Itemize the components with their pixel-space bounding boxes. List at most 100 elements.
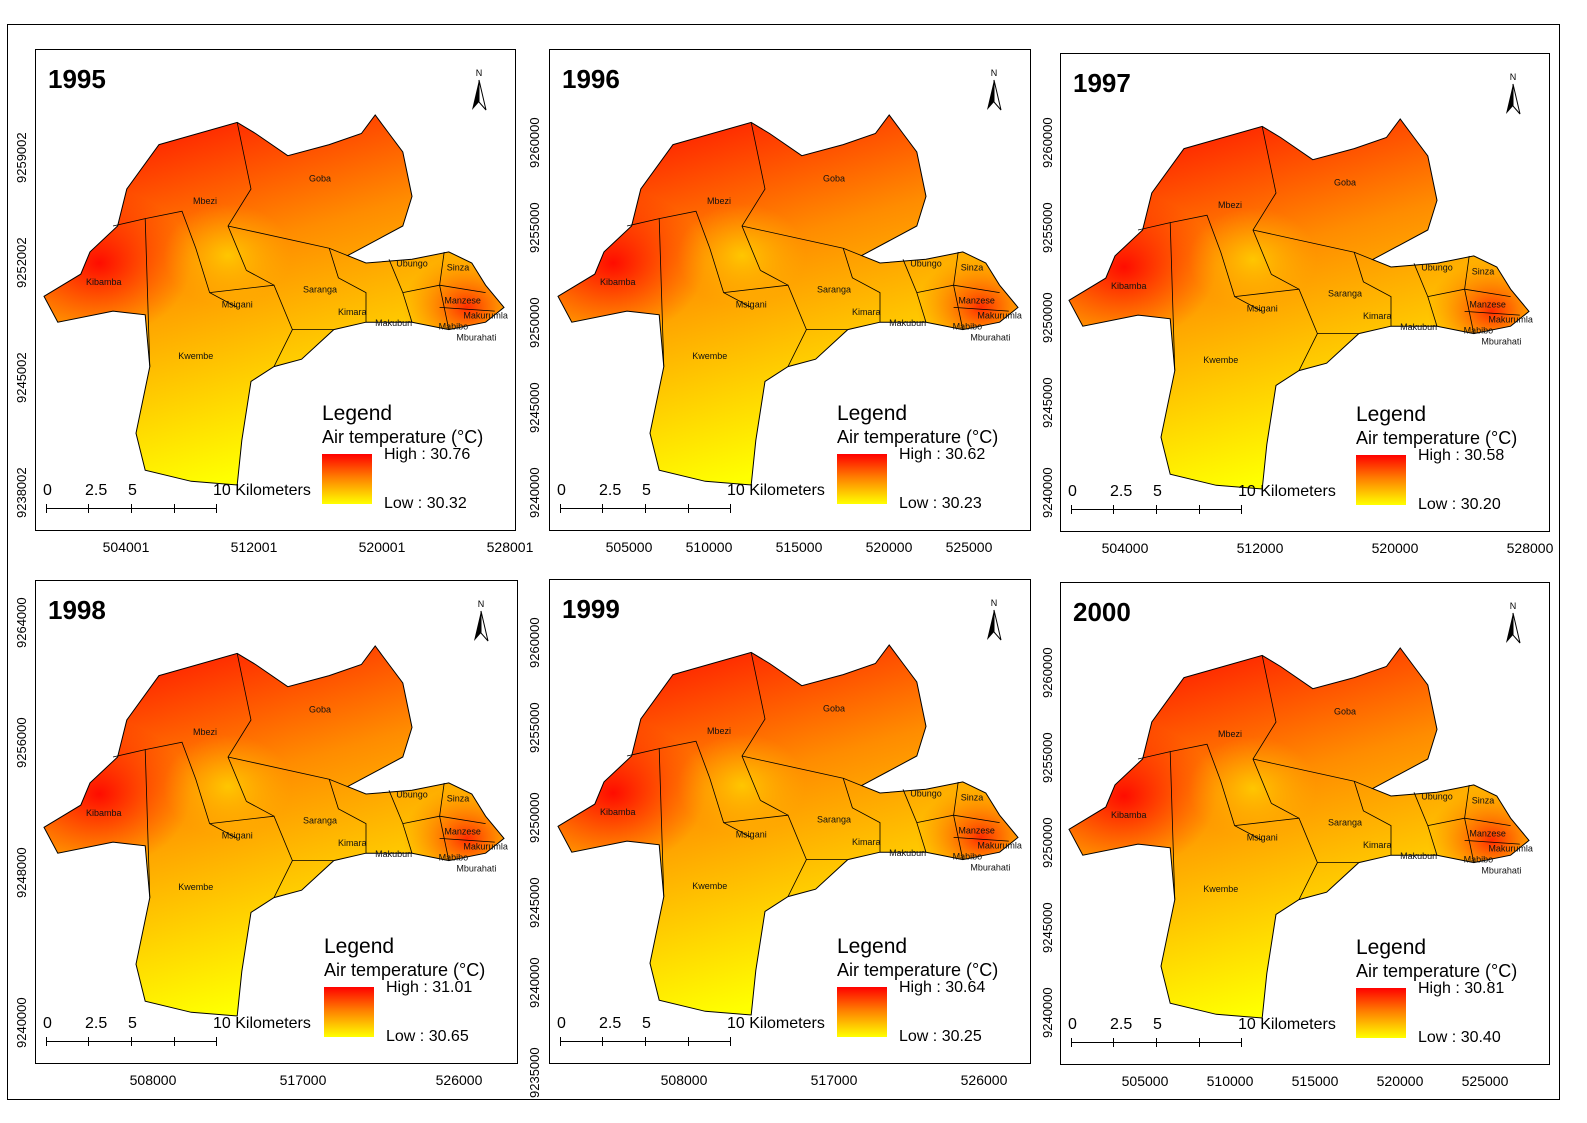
y-axis-tick-label: 9260000 — [527, 117, 542, 168]
legend-high-value: High : 30.62 — [899, 446, 986, 463]
ward-boundary — [1170, 743, 1263, 841]
x-axis-tick-label: 504001 — [102, 539, 150, 555]
ward-label: Makuburi — [375, 318, 412, 328]
legend-title: Legend — [1356, 936, 1427, 959]
ward-label: Kwembe — [1203, 355, 1238, 365]
scale-bar: 0 2.5 5 10 Kilometers — [1068, 483, 1371, 517]
y-axis-tick-label: 9250000 — [527, 297, 542, 348]
figure-frame — [7, 24, 1560, 1100]
ward-boundary — [209, 815, 293, 898]
scale-bar-label: 0 — [557, 482, 566, 499]
ward-label: Makurumla — [977, 311, 1022, 321]
y-axis-tick-label: 9240000 — [14, 997, 29, 1048]
panel-year-title: 1999 — [562, 594, 620, 624]
legend-high-value: High : 30.64 — [899, 979, 986, 996]
legend-low-value: Low : 30.23 — [899, 495, 982, 512]
svg-text:N: N — [1510, 601, 1517, 611]
ward-label: Kimara — [852, 307, 881, 317]
x-axis-tick-label: 505000 — [1121, 1073, 1169, 1089]
y-axis-tick-label: 9255000 — [1040, 732, 1055, 783]
ward-boundary — [328, 779, 367, 854]
ward-label: Mabibo — [953, 322, 983, 332]
ward-label: Mbezi — [1218, 200, 1242, 210]
ward-boundary — [439, 307, 495, 312]
scale-bar-label: 5 — [642, 1015, 651, 1032]
y-axis-tick-label: 9245002 — [14, 352, 29, 403]
ward-label: Mburahati — [1481, 337, 1521, 347]
svg-text:N: N — [476, 68, 483, 78]
ward-label: Kibamba — [600, 277, 636, 287]
ward-boundary — [626, 218, 665, 367]
ward-label: Mburahati — [1481, 866, 1521, 876]
ward-label: Goba — [309, 174, 331, 184]
x-axis-tick-label: 510000 — [1206, 1073, 1254, 1089]
ward-label: Sinza — [961, 792, 984, 802]
ward-label: Sinza — [447, 262, 470, 272]
ward-label: Ubungo — [396, 790, 428, 800]
y-axis-tick-label: 9248000 — [14, 847, 29, 898]
ward-label: Kimara — [852, 837, 881, 847]
ward-label: Sinza — [447, 793, 470, 803]
ward-boundary — [953, 307, 1009, 312]
ward-label: Msigani — [222, 830, 253, 840]
ward-boundary — [328, 248, 367, 323]
ward-boundary — [1137, 751, 1176, 900]
legend-color-ramp — [324, 987, 374, 1037]
ward-boundary — [760, 270, 789, 286]
ward-boundary — [1234, 288, 1318, 371]
x-axis-tick-label: 520000 — [1376, 1073, 1424, 1089]
north-arrow-icon: N — [1506, 72, 1521, 115]
ward-boundary — [1427, 288, 1511, 297]
panel-year-title: 1996 — [562, 64, 620, 94]
scale-bar-label: 10 Kilometers — [213, 1015, 311, 1032]
ward-boundary — [626, 748, 665, 897]
ward-label: Kibamba — [600, 807, 636, 817]
ward-label: Kwembe — [1203, 884, 1238, 894]
ward-label: Mbezi — [193, 727, 217, 737]
ward-label: Makuburi — [1400, 322, 1437, 332]
ward-boundary — [1353, 252, 1392, 327]
legend-color-ramp — [837, 987, 887, 1037]
ward-label: Manzese — [958, 826, 995, 836]
map-panel-1997: 1997 Kibamba Mbezi Goba Msigani Kwembe Saranga… — [1060, 53, 1550, 532]
y-axis-tick-label: 9245000 — [527, 382, 542, 433]
y-axis-tick-label: 9264000 — [14, 597, 29, 648]
scale-bar-label: 0 — [43, 1015, 52, 1032]
legend-low-value: Low : 30.32 — [384, 495, 467, 512]
x-axis-tick-label: 520001 — [358, 539, 406, 555]
x-axis-tick-label: 517000 — [810, 1072, 858, 1088]
x-axis-tick-label: 525000 — [1461, 1073, 1509, 1089]
scale-bar-label: 2.5 — [599, 482, 622, 499]
ward-label: Kimara — [1363, 840, 1392, 850]
scale-bar-label: 0 — [43, 482, 52, 499]
y-axis-tick-label: 9240000 — [527, 957, 542, 1008]
ward-boundary — [227, 122, 252, 271]
ward-label: Mburahati — [970, 863, 1010, 873]
ward-boundary — [1252, 229, 1373, 260]
legend-unit-label: Air temperature (°C) — [1356, 428, 1518, 448]
ward-label: Ubungo — [1421, 792, 1453, 802]
legend-low-value: Low : 30.25 — [899, 1028, 982, 1045]
y-axis-tick-label: 9235000 — [527, 1047, 542, 1098]
ward-label: Goba — [1334, 178, 1356, 188]
ward-boundary — [916, 284, 1000, 293]
ward-boundary — [741, 122, 766, 271]
x-axis-tick-label: 508000 — [660, 1072, 708, 1088]
panel-year-title: 2000 — [1073, 597, 1131, 627]
y-axis-tick-label: 9245000 — [1040, 902, 1055, 953]
ward-label: Msigani — [222, 299, 253, 309]
ward-boundary — [145, 741, 238, 839]
ward-boundary — [1234, 817, 1318, 900]
legend-title: Legend — [837, 935, 908, 958]
ward-label: Mbezi — [707, 196, 731, 206]
ward-label: Makurumla — [1488, 315, 1533, 325]
ward-label: Mburahati — [456, 864, 496, 874]
legend-unit-label: Air temperature (°C) — [837, 427, 999, 447]
ward-boundary — [1252, 758, 1373, 789]
legend-title: Legend — [1356, 403, 1427, 426]
ward-boundary — [227, 653, 252, 802]
y-axis-tick-label: 9255000 — [1040, 202, 1055, 253]
svg-text:N: N — [478, 599, 485, 609]
scale-bar: 0 2.5 5 10 Kilometers — [43, 1015, 346, 1049]
legend-unit-label: Air temperature (°C) — [322, 427, 484, 447]
